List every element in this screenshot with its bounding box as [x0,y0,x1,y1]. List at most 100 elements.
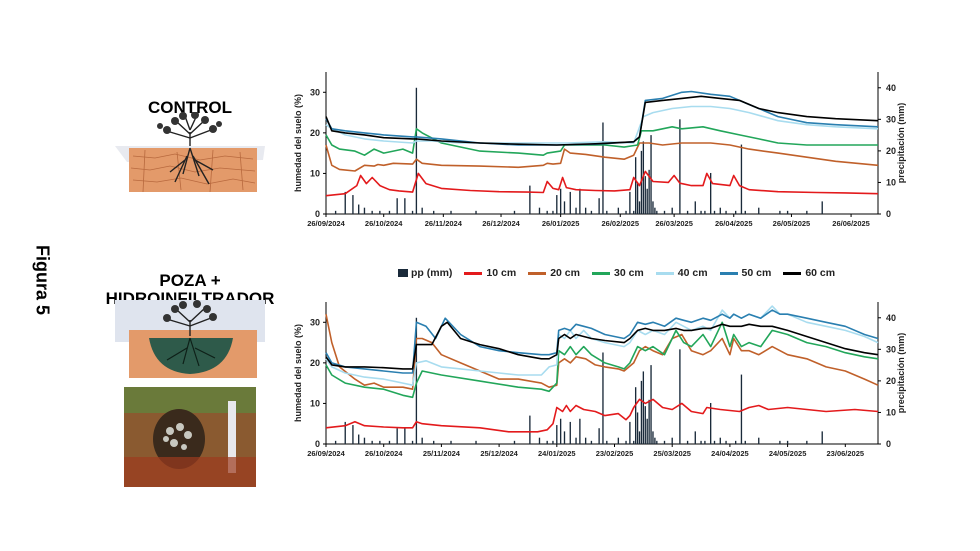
legend-item-s50: 50 cm [719,267,772,279]
precip-bar [725,440,727,444]
legend-swatch-s20 [528,271,547,275]
y-axis-title: humedad del suelo (%) [293,94,303,192]
series-line-60cm [325,95,879,146]
legend-item-s30: 30 cm [591,267,644,279]
legend-item-s60: 60 cm [783,267,835,279]
precip-bar [633,440,635,444]
y-tick-label: 0 [315,439,320,449]
precip-bar [344,191,346,214]
precip-bar [617,437,620,444]
precip-bar [559,418,562,444]
x-tick-label: 26/02/2025 [601,219,639,228]
y-axis-title: humedad del suelo (%) [293,324,303,422]
y-tick-label: 30 [310,87,320,97]
precip-bar [563,201,566,214]
y2-axis-title: precipitación (mm) [896,103,906,184]
precip-bar [415,317,418,444]
precip-bar [709,172,712,214]
precip-bar [740,144,743,214]
precip-bar [396,428,398,444]
precip-bar [686,440,689,444]
precip-bar [421,207,423,214]
legend-item-s20: 20 cm [528,267,580,279]
precip-bar [625,210,627,214]
precip-bar [671,437,673,444]
legend-item-pp: pp (mm) [398,267,452,279]
precip-bar [700,210,702,214]
y2-tick-label: 0 [886,439,891,449]
y2-axis-title: precipitación (mm) [896,333,906,414]
precip-bar [694,431,696,444]
precip-bar [719,207,721,214]
precip-bar [569,191,571,214]
precip-bar [371,210,373,214]
legend-swatch-s10 [464,271,483,275]
series-line-30cm [325,125,878,156]
precip-bar [786,440,789,444]
precip-bar [679,119,681,214]
precip-bar [475,210,477,214]
precip-bar [648,399,650,444]
precip-bar [529,185,531,214]
y-tick-label: 20 [310,128,320,138]
precip-bar [806,440,808,444]
x-tick-label: 26/05/2025 [773,219,811,228]
y2-tick-label: 40 [886,83,896,93]
precip-bar [636,412,639,444]
x-tick-label: 24/01/2025 [538,449,576,458]
precip-bar [646,188,648,214]
precip-bar [411,210,414,214]
y-tick-label: 30 [310,317,320,327]
precip-bar [598,198,600,214]
precip-bar [590,210,593,214]
series-line-10cm [325,398,879,433]
y2-tick-label: 20 [886,146,896,156]
y2-tick-label: 10 [886,407,896,417]
precip-bar [806,210,808,214]
precip-bar [709,402,712,444]
x-tick-label: 25/11/2024 [423,449,461,458]
precip-bar [575,437,577,444]
precip-bar [786,210,789,214]
legend-label-s40: 40 cm [677,267,708,279]
precip-bar [579,418,581,444]
precip-bar [644,406,646,444]
series-line-30cm [325,321,879,399]
legend-item-s40: 40 cm [655,267,708,279]
series-line-20cm [325,314,879,390]
precip-bar [734,440,737,444]
precip-bar [563,431,566,444]
precip-bar [650,135,652,214]
x-tick-label: 26/12/2024 [482,219,520,228]
precip-bar [546,210,548,214]
precip-bar [602,122,604,214]
legend-swatch-s30 [591,271,610,275]
soil-pit-photo [124,387,256,487]
precip-bar [334,210,337,214]
x-tick-label: 26/10/2024 [365,219,403,228]
poza-tree-illustration [115,300,265,378]
y2-tick-label: 20 [886,376,896,386]
y2-tick-label: 30 [886,344,896,354]
series-line-50cm [325,309,879,374]
precip-bar [634,387,637,444]
precip-bar [602,352,604,444]
precip-bar [584,207,587,214]
legend-label-s50: 50 cm [741,267,772,279]
precip-bar [652,431,654,444]
control-title: CONTROL [147,98,233,117]
precip-bar [396,198,398,214]
precip-bar [650,365,652,444]
precip-bar [379,440,381,444]
precip-bar [629,191,631,214]
x-tick-label: 25/03/2025 [653,449,691,458]
precip-bar [656,210,658,214]
series-line-50cm [325,90,879,146]
precip-bar [529,415,531,444]
legend-swatch-s50 [719,271,738,275]
control-tree-illustration [115,112,265,193]
precip-bar [538,437,541,444]
precip-bar [694,201,696,214]
x-tick-label: 26/09/2024 [307,449,345,458]
precip-bar [636,182,639,214]
